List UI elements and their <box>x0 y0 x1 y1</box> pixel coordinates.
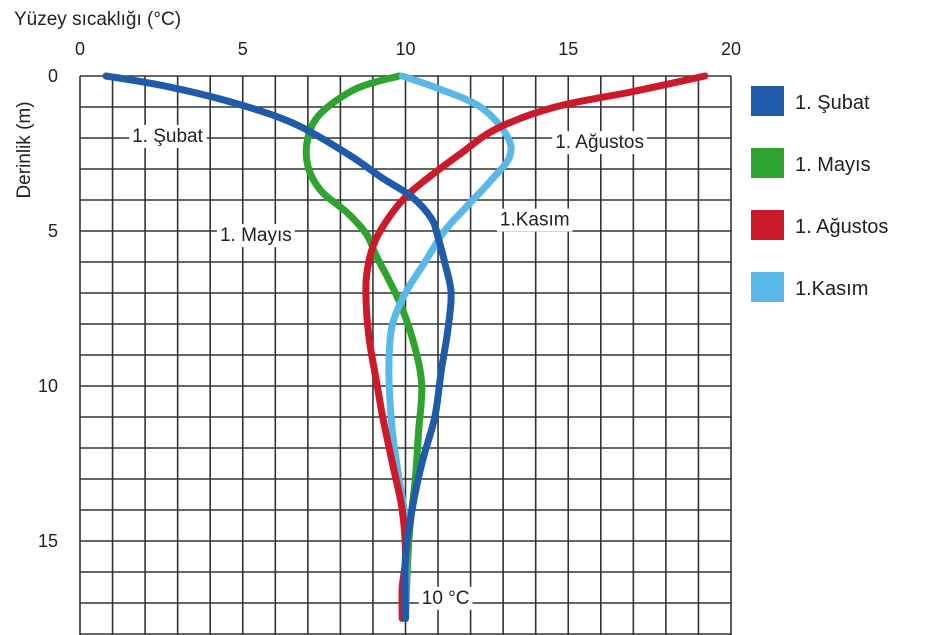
legend-label: 1. Şubat <box>795 92 870 114</box>
legend: 1. Şubat 1. Mayıs 1. Ağustos 1.Kasım <box>751 86 888 302</box>
y-tick-label: 0 <box>48 66 58 86</box>
annotation-text: 1. Şubat <box>132 126 203 147</box>
annotation-background <box>216 224 295 248</box>
annotation-label: 1. Mayıs <box>216 224 295 248</box>
annotation-label: 1.Kasım <box>496 208 573 232</box>
annotation-label: 1. Ağustos <box>552 131 647 155</box>
legend-swatch <box>751 272 784 302</box>
x-axis-ticks: 0 5 10 15 20 <box>75 39 741 59</box>
legend-swatch <box>751 210 784 240</box>
y-tick-label: 10 <box>38 376 58 396</box>
annotation-text: 1. Mayıs <box>220 225 292 246</box>
annotation-background <box>418 586 473 610</box>
annotation-background <box>129 124 207 148</box>
annotations: 1. Şubat 1. Ağustos 1.Kasım 1. Mayıs 10 °C <box>129 124 647 610</box>
annotation-background <box>552 131 647 155</box>
annotation-label: 1. Şubat <box>129 124 207 148</box>
annotation-background <box>496 208 573 232</box>
y-tick-label: 15 <box>38 531 58 551</box>
annotation-text: 1. Ağustos <box>555 132 644 153</box>
annotation-label: 10 °C <box>418 586 473 610</box>
series-line-2 <box>362 72 709 622</box>
x-tick-label: 20 <box>721 39 741 59</box>
legend-label: 1.Kasım <box>795 278 868 300</box>
y-tick-label: 5 <box>48 221 58 241</box>
x-tick-label: 5 <box>238 39 248 59</box>
legend-label: 1. Mayıs <box>795 154 871 176</box>
annotation-text: 10 °C <box>422 588 470 609</box>
annotation-text: 1.Kasım <box>500 210 570 231</box>
series-line-0 <box>102 72 455 622</box>
x-tick-label: 0 <box>75 39 85 59</box>
legend-swatch <box>751 86 784 116</box>
x-tick-label: 10 <box>395 39 415 59</box>
x-axis-title: Yüzey sıcaklığı (°C) <box>14 9 181 30</box>
y-axis-title: Derinlik (m) <box>14 101 35 198</box>
y-axis-ticks: 0 5 10 15 <box>38 66 58 551</box>
legend-label: 1. Ağustos <box>795 216 888 238</box>
x-tick-label: 15 <box>558 39 578 59</box>
series-lines <box>102 72 709 622</box>
legend-swatch <box>751 148 784 178</box>
